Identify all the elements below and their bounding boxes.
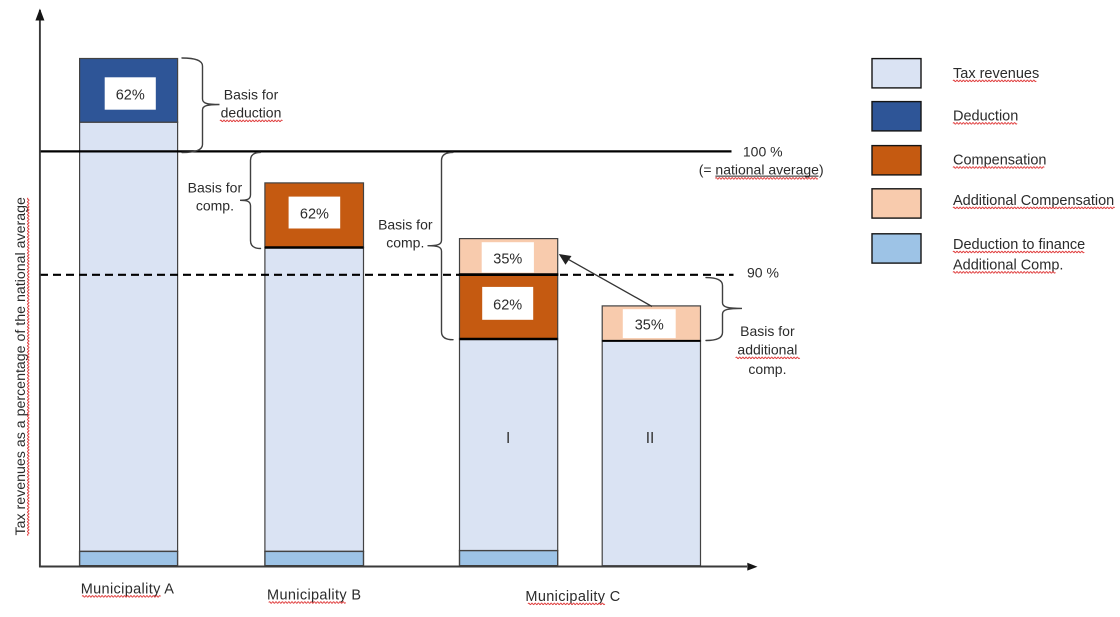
svg-text:additional: additional [737, 342, 797, 358]
svg-text:Compensation: Compensation [953, 152, 1047, 168]
svg-text:deduction: deduction [221, 105, 282, 121]
svg-text:I: I [506, 430, 510, 447]
svg-text:Basis for: Basis for [378, 216, 433, 232]
svg-text:Basis for: Basis for [740, 323, 795, 339]
svg-text:Municipality A: Municipality A [81, 581, 175, 597]
svg-text:(= national average): (= national average) [699, 162, 824, 178]
svg-text:Municipality C: Municipality C [525, 589, 620, 605]
svg-text:35%: 35% [493, 251, 522, 267]
svg-text:Additional Compensation: Additional Compensation [953, 193, 1114, 209]
svg-text:Deduction to finance: Deduction to finance [953, 237, 1085, 253]
svg-text:comp.: comp. [748, 361, 786, 377]
svg-text:Tax revenues: Tax revenues [953, 66, 1039, 82]
svg-text:35%: 35% [635, 318, 664, 334]
svg-text:90 %: 90 % [747, 264, 779, 280]
svg-text:Municipality B: Municipality B [267, 587, 361, 603]
svg-text:Additional Comp.: Additional Comp. [953, 257, 1063, 273]
svg-text:62%: 62% [493, 297, 522, 313]
svg-text:62%: 62% [300, 207, 329, 223]
svg-text:comp.: comp. [196, 198, 234, 214]
svg-text:Basis for: Basis for [224, 87, 279, 103]
svg-text:comp.: comp. [386, 235, 424, 251]
svg-text:100 %: 100 % [743, 143, 783, 159]
svg-text:II: II [646, 430, 655, 447]
svg-text:Deduction: Deduction [953, 108, 1018, 124]
svg-text:Basis for: Basis for [188, 180, 243, 196]
svg-text:62%: 62% [116, 88, 145, 104]
svg-text:Tax revenues as a percentage o: Tax revenues as a percentage of the nati… [13, 197, 29, 535]
